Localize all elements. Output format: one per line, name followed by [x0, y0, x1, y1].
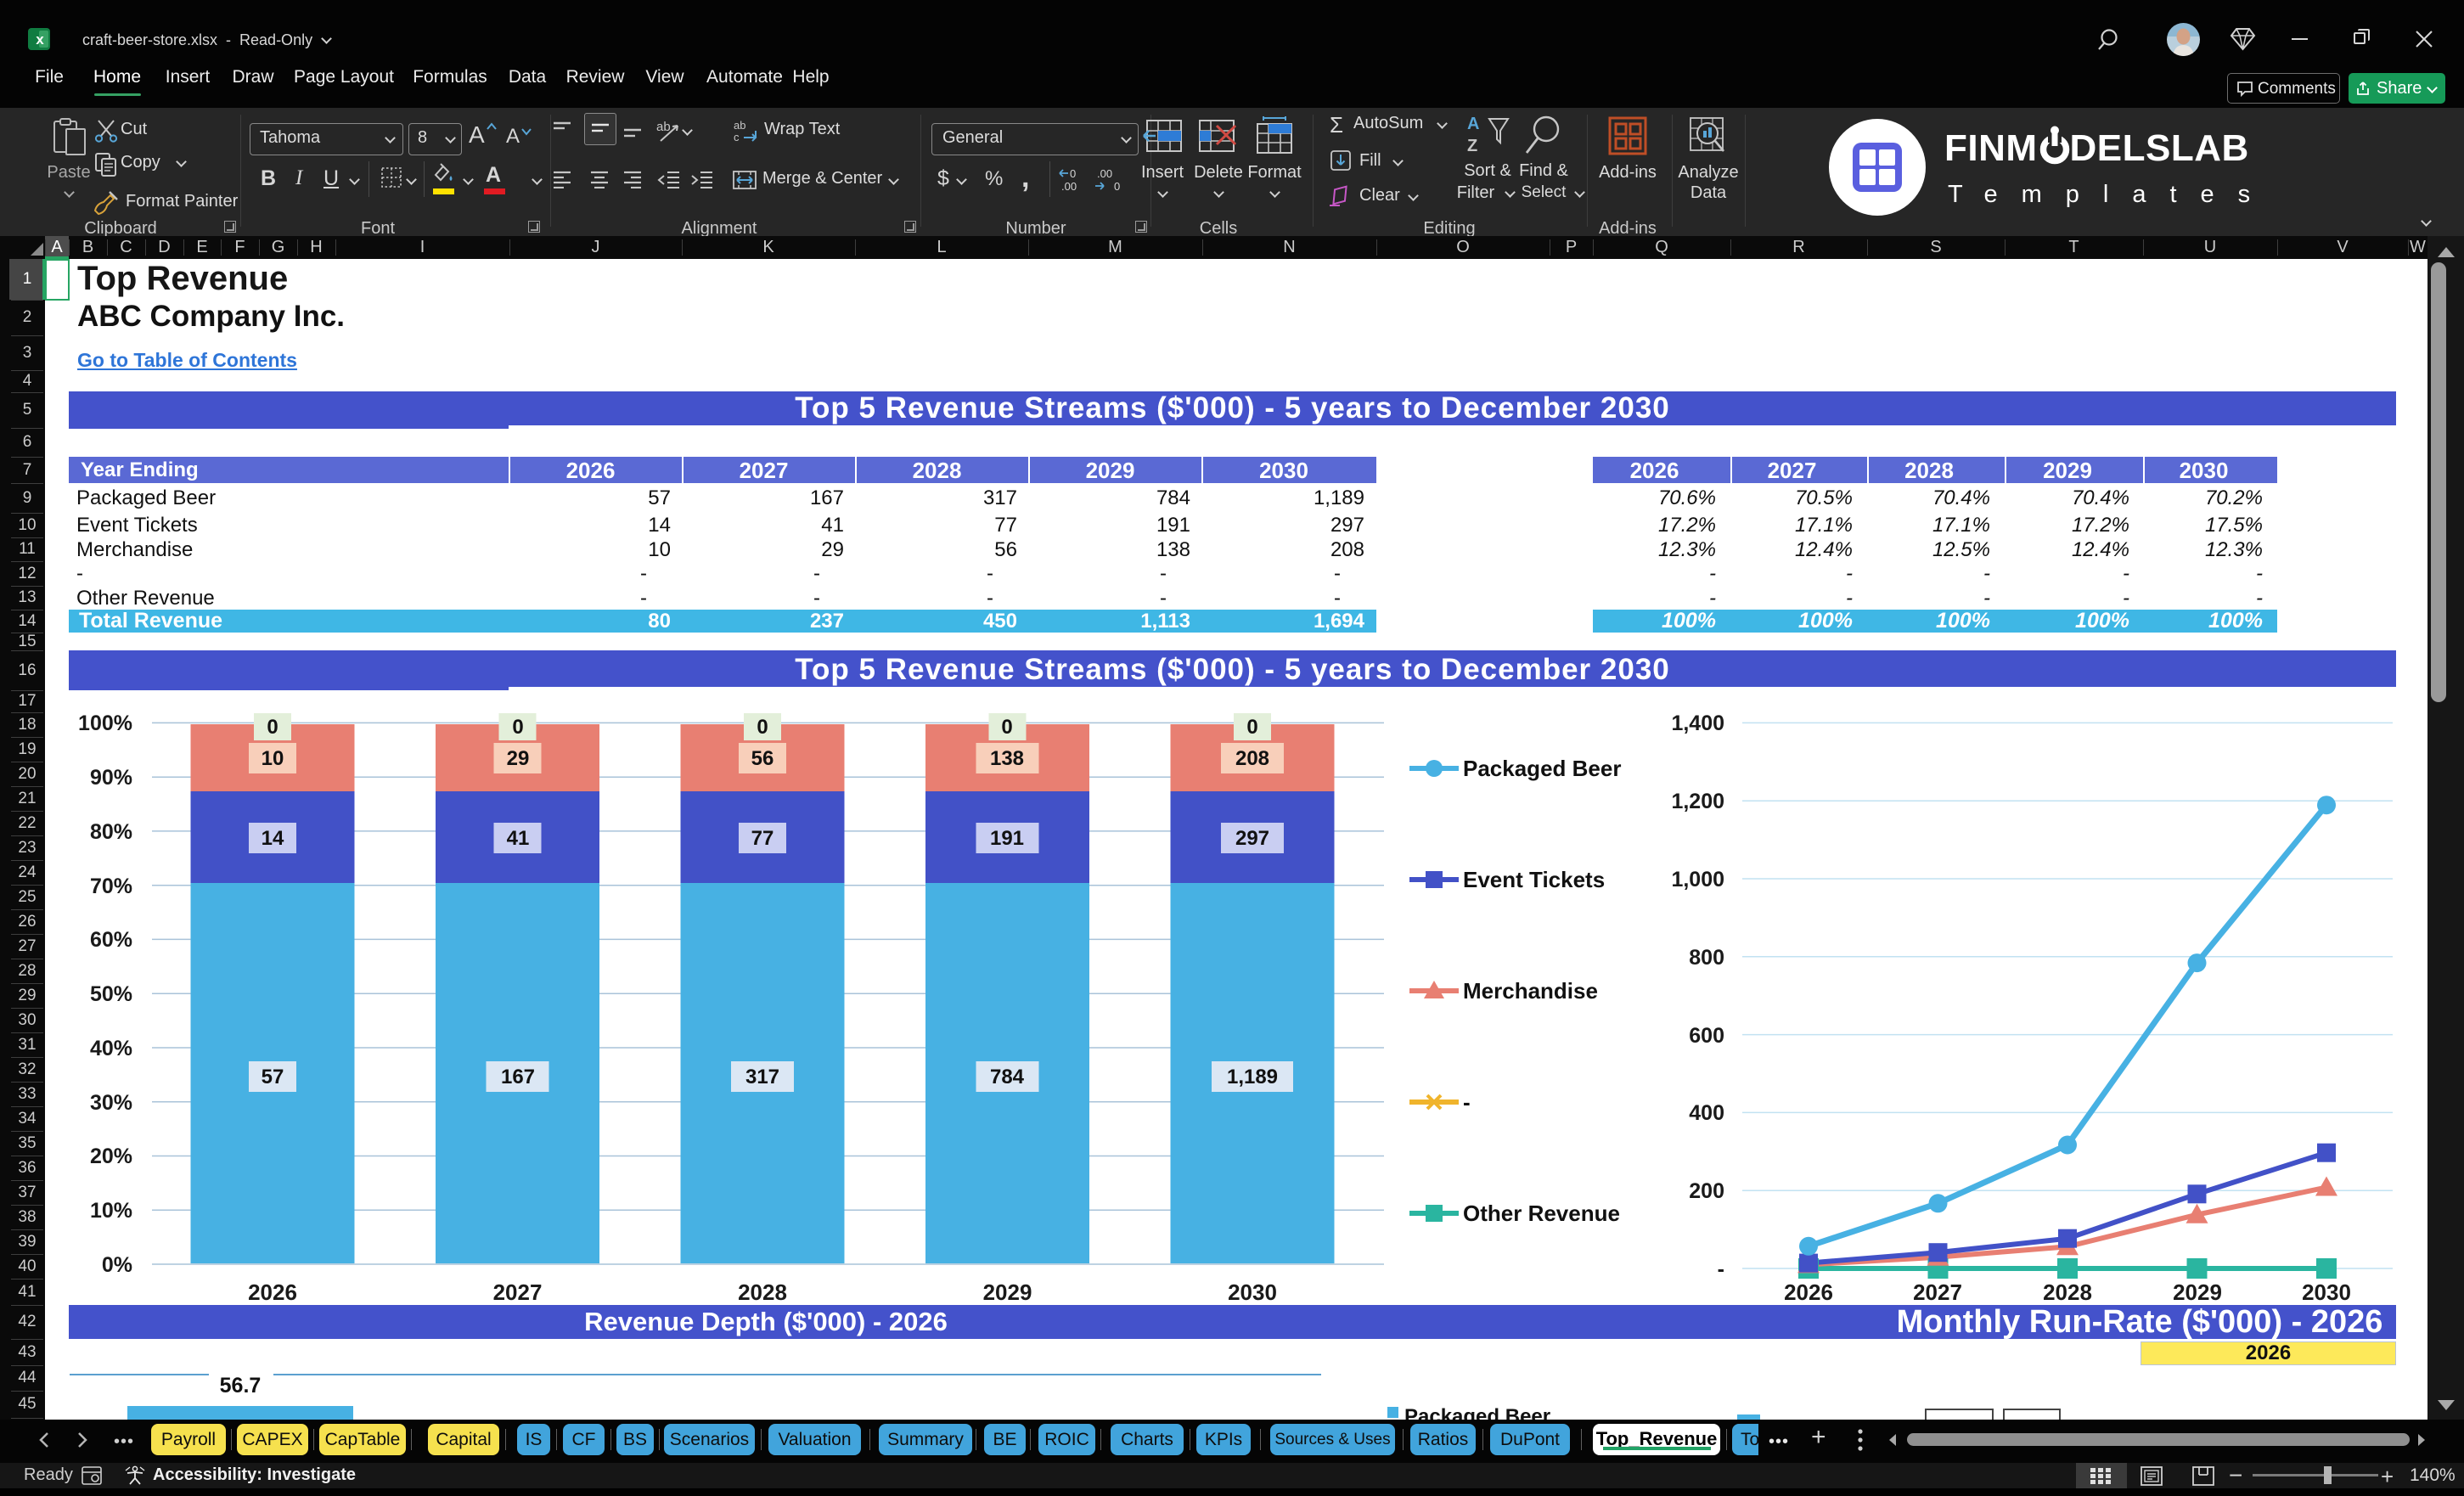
svg-text:1,000: 1,000 [1671, 868, 1724, 891]
svg-text:56: 56 [751, 747, 774, 770]
svg-text:Event Tickets: Event Tickets [1463, 867, 1605, 892]
svg-text:ab: ab [734, 119, 745, 132]
svg-text:400: 400 [1689, 1101, 1724, 1125]
svg-text:-: - [1463, 1089, 1471, 1115]
svg-text:0: 0 [1114, 180, 1120, 193]
svg-text:Z: Z [1467, 137, 1477, 155]
svg-text:2026: 2026 [1784, 1279, 1833, 1305]
svg-text:0%: 0% [102, 1253, 132, 1277]
svg-text:1,200: 1,200 [1671, 790, 1724, 813]
svg-text:-: - [1718, 1257, 1724, 1281]
svg-text:1,400: 1,400 [1671, 711, 1724, 735]
svg-text:0: 0 [1246, 716, 1257, 739]
svg-text:Merchandise: Merchandise [1463, 978, 1598, 1004]
svg-text:100%: 100% [78, 711, 132, 735]
svg-text:191: 191 [990, 827, 1024, 850]
svg-text:56.7: 56.7 [220, 1374, 262, 1398]
svg-text:A: A [1467, 115, 1479, 133]
svg-text:2027: 2027 [1913, 1279, 1962, 1305]
svg-text:14: 14 [262, 827, 284, 850]
svg-text:c: c [734, 131, 740, 143]
svg-text:784: 784 [990, 1066, 1025, 1088]
svg-text:2030: 2030 [2302, 1279, 2351, 1305]
svg-text:ab: ab [656, 120, 671, 134]
svg-text:2029: 2029 [2173, 1279, 2222, 1305]
svg-text:57: 57 [262, 1066, 284, 1088]
svg-text:2029: 2029 [983, 1279, 1032, 1305]
svg-text:2028: 2028 [738, 1279, 787, 1305]
svg-text:1,189: 1,189 [1227, 1066, 1278, 1088]
svg-text:10%: 10% [90, 1199, 132, 1223]
svg-text:2030: 2030 [1228, 1279, 1277, 1305]
svg-text:0: 0 [512, 716, 523, 739]
svg-text:.00: .00 [1097, 167, 1112, 180]
svg-text:0: 0 [757, 716, 768, 739]
svg-text:50%: 50% [90, 982, 132, 1006]
svg-text:297: 297 [1235, 827, 1269, 850]
svg-text:10: 10 [262, 747, 284, 770]
svg-text:317: 317 [745, 1066, 779, 1088]
svg-text:2028: 2028 [2043, 1279, 2092, 1305]
svg-text:2027: 2027 [493, 1279, 543, 1305]
svg-text:60%: 60% [90, 928, 132, 952]
svg-text:138: 138 [990, 747, 1024, 770]
svg-text:0: 0 [267, 716, 278, 739]
svg-text:20%: 20% [90, 1144, 132, 1168]
svg-text:800: 800 [1689, 946, 1724, 970]
svg-text:0: 0 [1001, 716, 1012, 739]
svg-text:41: 41 [507, 827, 530, 850]
svg-text:Packaged Beer: Packaged Beer [1463, 756, 1621, 781]
svg-text:80%: 80% [90, 820, 132, 844]
svg-text:167: 167 [501, 1066, 535, 1088]
svg-text:2026: 2026 [248, 1279, 297, 1305]
svg-text:Other Revenue: Other Revenue [1463, 1201, 1620, 1226]
svg-text:30%: 30% [90, 1091, 132, 1115]
svg-text:77: 77 [751, 827, 774, 850]
svg-text:200: 200 [1689, 1179, 1724, 1203]
svg-text:0: 0 [1070, 167, 1076, 180]
svg-text:90%: 90% [90, 766, 132, 790]
svg-text:.00: .00 [1061, 180, 1077, 193]
svg-text:208: 208 [1235, 747, 1269, 770]
svg-text:40%: 40% [90, 1037, 132, 1060]
svg-text:29: 29 [507, 747, 530, 770]
svg-text:70%: 70% [90, 875, 132, 898]
svg-text:600: 600 [1689, 1024, 1724, 1048]
